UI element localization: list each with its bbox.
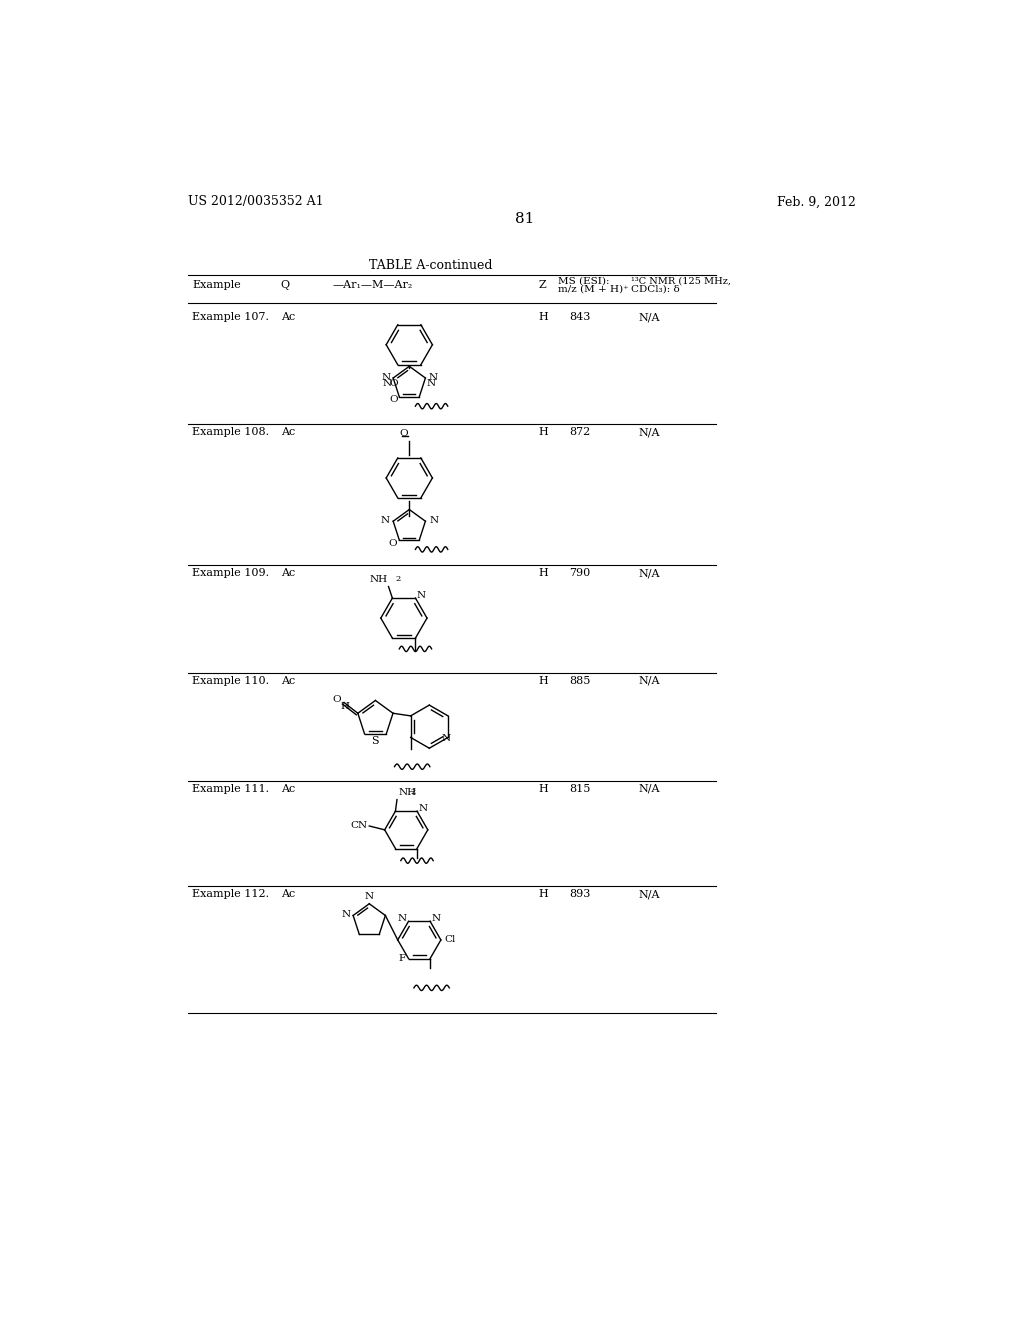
Text: Ac: Ac [281,428,295,437]
Text: N: N [341,909,350,919]
Text: N: N [428,372,437,381]
Text: N/A: N/A [639,784,660,793]
Text: N: N [417,591,426,599]
Text: N/A: N/A [639,890,660,899]
Text: 885: 885 [569,676,591,686]
Text: 2: 2 [395,574,400,582]
Text: Ac: Ac [281,568,295,578]
Text: Example 111.: Example 111. [193,784,269,793]
Text: N: N [381,372,390,381]
Text: N: N [441,734,451,743]
Text: 893: 893 [569,890,591,899]
Text: N: N [429,516,438,524]
Text: Ac: Ac [281,313,295,322]
Text: m/z (M + H)⁺: m/z (M + H)⁺ [558,285,629,293]
Text: O: O [399,429,408,438]
Text: Z: Z [539,280,546,290]
Text: Ac: Ac [281,676,295,686]
Text: CDCl₃): δ: CDCl₃): δ [631,285,680,293]
Text: Cl: Cl [444,936,456,944]
Text: H: H [341,702,350,711]
Text: Example 108.: Example 108. [193,428,269,437]
Text: NH: NH [370,576,388,585]
Text: 790: 790 [569,568,591,578]
Text: H: H [539,428,549,437]
Text: 872: 872 [569,428,591,437]
Text: NH: NH [398,788,417,797]
Text: S: S [372,737,379,746]
Text: O: O [388,539,397,548]
Text: N/A: N/A [639,428,660,437]
Text: H: H [539,784,549,793]
Text: 815: 815 [569,784,591,793]
Text: N/A: N/A [639,676,660,686]
Text: F: F [398,954,406,964]
Text: N: N [398,915,407,923]
Text: H: H [539,568,549,578]
Text: N: N [380,516,389,524]
Text: O: O [389,379,397,388]
Text: ¹³C NMR (125 MHz,: ¹³C NMR (125 MHz, [631,276,731,285]
Text: O: O [332,694,341,704]
Text: CN: CN [350,821,368,830]
Text: 81: 81 [515,213,535,226]
Text: US 2012/0035352 A1: US 2012/0035352 A1 [188,195,324,209]
Text: N/A: N/A [639,568,660,578]
Text: N: N [383,379,391,388]
Text: H: H [539,676,549,686]
Text: Example 110.: Example 110. [193,676,269,686]
Text: H: H [539,890,549,899]
Text: N: N [427,379,436,388]
Text: —Ar₁—M—Ar₂: —Ar₁—M—Ar₂ [333,280,413,290]
Text: Q: Q [281,280,290,290]
Text: MS (ESI):: MS (ESI): [558,276,609,285]
Text: H: H [539,313,549,322]
Text: 843: 843 [569,313,591,322]
Text: 2: 2 [411,788,416,796]
Text: N: N [432,915,440,923]
Text: N: N [365,892,374,900]
Text: N/A: N/A [639,313,660,322]
Text: Example: Example [193,280,241,290]
Text: Example 109.: Example 109. [193,568,269,578]
Text: O: O [389,395,397,404]
Text: Example 107.: Example 107. [193,313,269,322]
Text: Ac: Ac [281,890,295,899]
Text: Feb. 9, 2012: Feb. 9, 2012 [777,195,856,209]
Text: TABLE A-continued: TABLE A-continued [369,259,493,272]
Text: Example 112.: Example 112. [193,890,269,899]
Text: Ac: Ac [281,784,295,793]
Text: N: N [419,804,428,813]
